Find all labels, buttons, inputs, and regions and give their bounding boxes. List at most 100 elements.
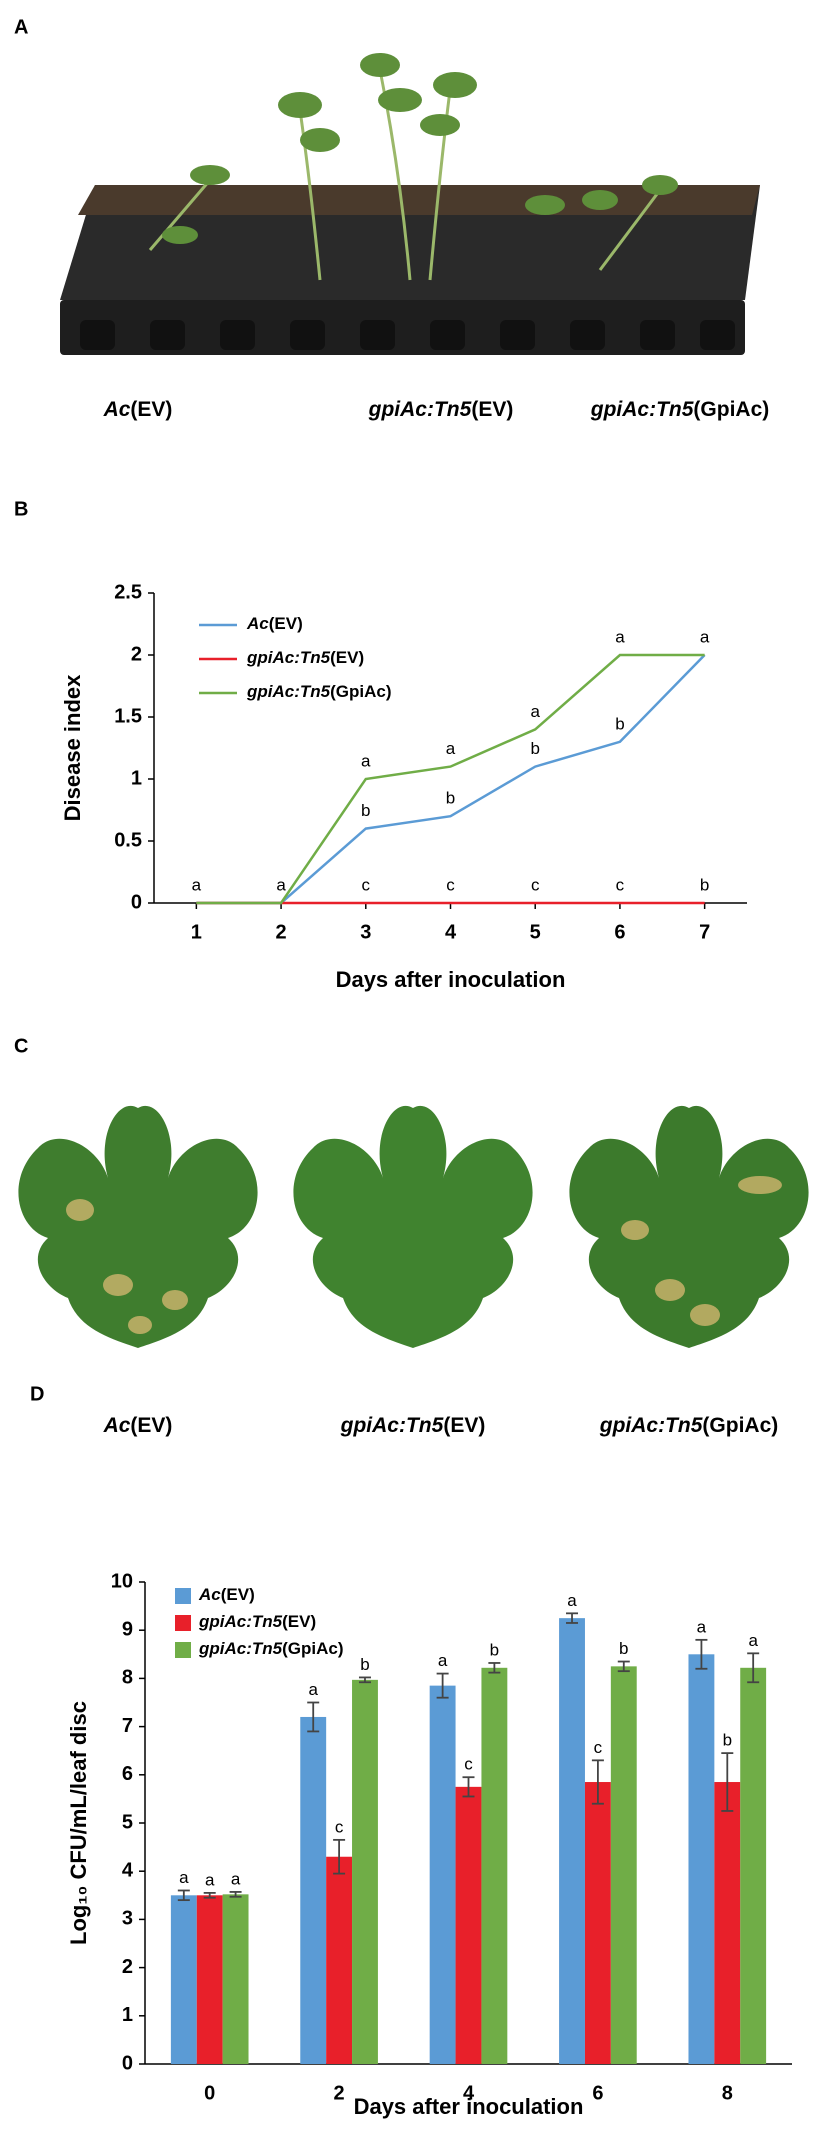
significance-letter: b (360, 1655, 369, 1674)
bar (196, 1895, 223, 2064)
significance-letter: a (361, 751, 371, 770)
significance-letter: b (361, 801, 370, 820)
bar (481, 1667, 508, 2064)
legend-swatch (175, 1615, 191, 1631)
y-tick-label: 10 (111, 1570, 133, 1592)
y-tick-label: 1 (131, 767, 142, 789)
error-bar (617, 1660, 630, 1673)
photo-tray (40, 53, 790, 400)
significance-letter: b (615, 714, 624, 733)
error-bar (695, 1638, 708, 1670)
legend-label: gpiAc:Tn5(EV) (246, 648, 364, 667)
y-tick-label: 0.5 (114, 829, 142, 851)
x-tick-label: 0 (204, 2082, 215, 2104)
significance-letter: b (446, 789, 455, 808)
x-tick-label: 4 (463, 2082, 475, 2104)
error-bar (747, 1652, 760, 1684)
x-tick-label: 1 (191, 921, 202, 943)
panel-label: C (14, 1035, 28, 1057)
panel-label: A (14, 16, 28, 38)
legend-label: gpiAc:Tn5(GpiAc) (198, 1639, 344, 1658)
x-axis-title: Days after inoculation (336, 967, 566, 992)
significance-letter: a (567, 1591, 577, 1610)
bar (584, 1782, 611, 2064)
significance-letter: a (446, 739, 456, 758)
y-tick-label: 5 (122, 1811, 133, 1833)
error-bar (462, 1776, 475, 1798)
significance-letter: b (619, 1639, 628, 1658)
significance-letter: c (362, 875, 371, 894)
significance-letter: a (697, 1617, 707, 1636)
significance-letter: a (192, 875, 202, 894)
x-tick-label: 8 (722, 2082, 733, 2104)
legend-label: Ac(EV) (198, 1585, 255, 1604)
significance-letter: a (530, 702, 540, 721)
y-axis-title: Disease index (60, 674, 85, 822)
error-bar (307, 1701, 320, 1733)
y-tick-label: 2.5 (114, 581, 142, 603)
panel-label: D (30, 1383, 44, 1405)
bar (740, 1667, 767, 2064)
panel-label: B (14, 498, 28, 520)
significance-letter: c (446, 875, 455, 894)
significance-letter: b (530, 739, 539, 758)
photo-label: gpiAc:Tn5(GpiAc) (590, 398, 770, 421)
x-tick-label: 7 (699, 921, 710, 943)
x-tick-label: 5 (530, 921, 541, 943)
significance-letter: b (490, 1640, 499, 1659)
legend-label: gpiAc:Tn5(GpiAc) (246, 682, 392, 701)
bar (429, 1685, 456, 2064)
error-bar (591, 1759, 604, 1805)
bar (300, 1716, 327, 2064)
y-tick-label: 1 (122, 2004, 133, 2026)
error-bar (721, 1752, 734, 1812)
bar (352, 1679, 378, 2064)
error-bar (566, 1612, 579, 1624)
y-tick-label: 9 (122, 1618, 133, 1640)
photo-leaves (18, 1105, 809, 1348)
error-bar (177, 1889, 190, 1902)
significance-letter: a (276, 875, 286, 894)
photo-label: Ac(EV) (103, 398, 173, 421)
y-tick-label: 2 (131, 643, 142, 665)
x-tick-label: 4 (445, 921, 457, 943)
y-tick-label: 1.5 (114, 705, 142, 727)
error-bar (488, 1662, 501, 1674)
y-tick-label: 4 (122, 1859, 134, 1881)
bar (559, 1618, 585, 2064)
bar (326, 1856, 353, 2064)
significance-letter: c (616, 875, 625, 894)
x-axis-title: Days after inoculation (354, 2094, 584, 2119)
x-tick-label: 6 (592, 2082, 603, 2104)
x-tick-label: 6 (614, 921, 625, 943)
photo-label: gpiAc:Tn5(EV) (368, 398, 514, 421)
significance-letter: a (231, 1869, 241, 1888)
significance-letter: a (748, 1631, 758, 1650)
significance-letter: c (464, 1755, 473, 1774)
error-bar (229, 1891, 242, 1898)
y-tick-label: 3 (122, 1908, 133, 1930)
photo-label: gpiAc:Tn5(EV) (340, 1414, 486, 1437)
bar (688, 1654, 715, 2064)
significance-letter: a (308, 1680, 318, 1699)
significance-letter: c (531, 875, 540, 894)
y-tick-label: 0 (122, 2052, 133, 2074)
significance-letter: a (205, 1870, 215, 1889)
bar (170, 1895, 197, 2064)
significance-letter: b (700, 875, 709, 894)
y-tick-label: 0 (131, 891, 142, 913)
y-tick-label: 2 (122, 1956, 133, 1978)
y-tick-label: 7 (122, 1715, 133, 1737)
y-axis-title: Log₁₀ CFU/mL/leaf disc (66, 1701, 91, 1945)
photo-label: Ac(EV) (103, 1414, 173, 1437)
legend-swatch (175, 1588, 191, 1604)
y-tick-label: 8 (122, 1667, 133, 1689)
significance-letter: c (594, 1738, 603, 1757)
bar (455, 1786, 482, 2064)
photo-label: gpiAc:Tn5(GpiAc) (599, 1414, 779, 1437)
significance-letter: b (723, 1731, 732, 1750)
significance-letter: c (335, 1817, 344, 1836)
legend-label: gpiAc:Tn5(EV) (198, 1612, 316, 1631)
series-line (196, 653, 705, 905)
